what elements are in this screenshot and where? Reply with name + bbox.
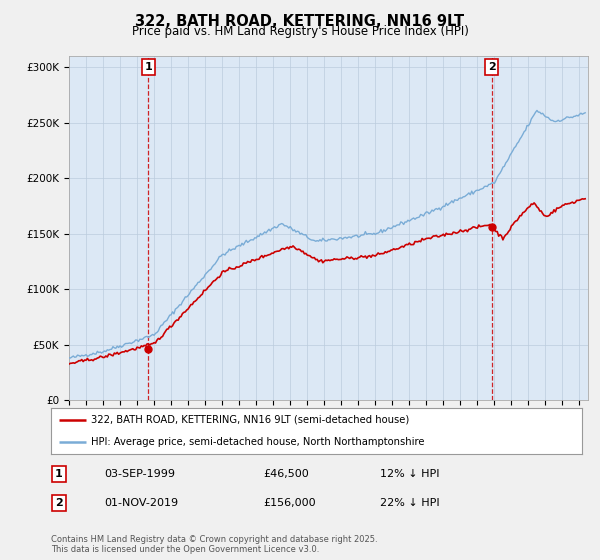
- Text: £156,000: £156,000: [263, 498, 316, 508]
- Text: 01-NOV-2019: 01-NOV-2019: [104, 498, 178, 508]
- Text: 2: 2: [55, 498, 63, 508]
- Text: 322, BATH ROAD, KETTERING, NN16 9LT: 322, BATH ROAD, KETTERING, NN16 9LT: [136, 14, 464, 29]
- Text: £46,500: £46,500: [263, 469, 309, 479]
- Text: 1: 1: [55, 469, 63, 479]
- Text: 12% ↓ HPI: 12% ↓ HPI: [380, 469, 440, 479]
- Text: Price paid vs. HM Land Registry's House Price Index (HPI): Price paid vs. HM Land Registry's House …: [131, 25, 469, 38]
- Text: 22% ↓ HPI: 22% ↓ HPI: [380, 498, 440, 508]
- Text: 1: 1: [145, 62, 152, 72]
- Text: 322, BATH ROAD, KETTERING, NN16 9LT (semi-detached house): 322, BATH ROAD, KETTERING, NN16 9LT (sem…: [91, 414, 409, 424]
- Text: 03-SEP-1999: 03-SEP-1999: [104, 469, 175, 479]
- Text: 2: 2: [488, 62, 496, 72]
- Text: Contains HM Land Registry data © Crown copyright and database right 2025.
This d: Contains HM Land Registry data © Crown c…: [51, 535, 377, 554]
- Text: HPI: Average price, semi-detached house, North Northamptonshire: HPI: Average price, semi-detached house,…: [91, 437, 424, 447]
